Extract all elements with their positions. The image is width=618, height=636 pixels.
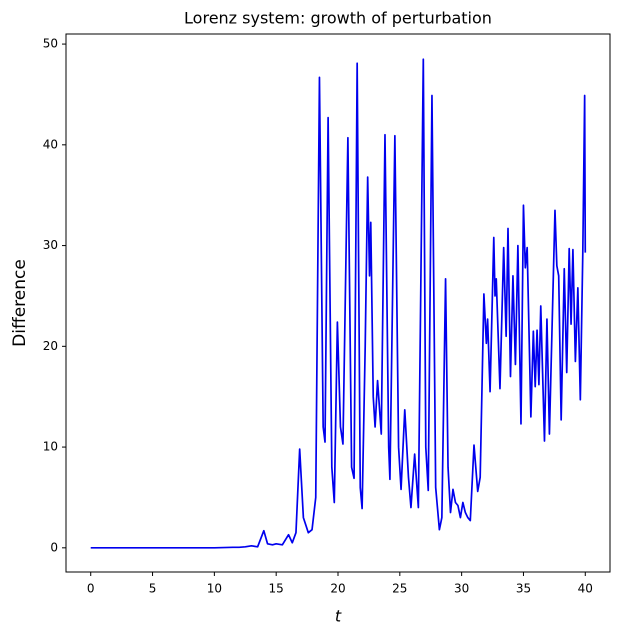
x-tick-label: 5 (149, 582, 157, 596)
x-tick-label: 40 (578, 582, 593, 596)
x-tick-label: 0 (87, 582, 95, 596)
x-axis-label: t (335, 607, 342, 626)
y-axis-label: Difference (10, 259, 30, 347)
x-tick-label: 35 (516, 582, 531, 596)
y-tick-label: 30 (43, 238, 58, 252)
x-tick-label: 25 (392, 582, 407, 596)
y-tick-label: 0 (50, 540, 58, 554)
y-tick-label: 40 (43, 137, 58, 151)
x-tick-label: 30 (454, 582, 469, 596)
y-tick-label: 50 (43, 37, 58, 51)
y-tick-label: 10 (43, 440, 58, 454)
data-line (90, 58, 587, 549)
y-tick-label: 20 (43, 339, 58, 353)
x-tick-label: 20 (330, 582, 345, 596)
x-tick-label: 15 (269, 582, 284, 596)
chart-title: Lorenz system: growth of perturbation (184, 9, 492, 28)
x-tick-label: 10 (207, 582, 222, 596)
